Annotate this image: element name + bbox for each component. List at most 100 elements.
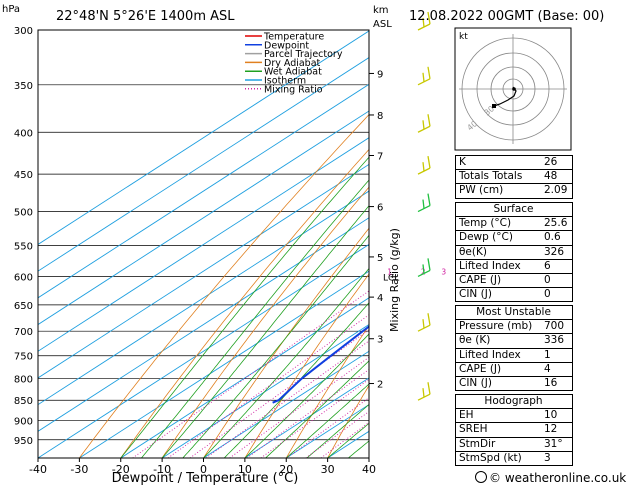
legend-entry: Isotherm bbox=[264, 76, 306, 87]
km-unit-label: km bbox=[373, 5, 389, 16]
index-value: 26 bbox=[544, 156, 558, 168]
copyright-footer: © weatheronline.co.uk bbox=[475, 471, 626, 485]
isotherm-line bbox=[38, 30, 369, 245]
temperature-tick-label: -10 bbox=[153, 463, 171, 476]
mu-label: θe (K) bbox=[459, 334, 491, 347]
isotherm-line bbox=[161, 323, 369, 458]
asl-unit-label: ASL bbox=[373, 19, 392, 30]
hodo-label: EH bbox=[459, 409, 474, 422]
temperature-tick-label: 40 bbox=[362, 463, 376, 476]
surface-row: CAPE (J) 0 bbox=[456, 273, 572, 289]
pressure-unit-label: hPa bbox=[2, 4, 20, 15]
dry-adiabat-line bbox=[203, 227, 369, 458]
wind-barb-flag bbox=[422, 264, 425, 274]
pressure-tick-label: 950 bbox=[14, 436, 33, 447]
km-tick-label: 8 bbox=[377, 111, 383, 122]
wind-barb-flag bbox=[422, 120, 425, 130]
dry-adiabat-line bbox=[327, 384, 369, 458]
mixing-ratio-line bbox=[132, 290, 369, 458]
surface-value: 6 bbox=[544, 259, 551, 272]
wet-adiabat-line bbox=[306, 403, 369, 458]
wind-barb-flag bbox=[422, 162, 425, 172]
isotherm-line bbox=[244, 377, 369, 458]
wind-barb-flag bbox=[422, 72, 425, 82]
mu-row: Pressure (mb) 700 bbox=[456, 320, 572, 335]
wind-barb-flag bbox=[427, 11, 431, 25]
km-tick-label: 4 bbox=[377, 293, 383, 304]
wind-barb-flag bbox=[427, 193, 431, 206]
mixing-ratio-axis-label: Mixing Ratio (g/kg) bbox=[388, 228, 401, 332]
mixing-ratio-line bbox=[189, 329, 369, 458]
surface-title: Surface bbox=[456, 203, 572, 218]
wind-barb-flag bbox=[422, 388, 425, 398]
surface-value: 0 bbox=[544, 288, 551, 301]
temperature-tick-label: 10 bbox=[238, 463, 252, 476]
wind-barb-flag bbox=[422, 17, 425, 28]
mu-value: 1 bbox=[544, 348, 551, 361]
mixing-ratio-line bbox=[205, 340, 369, 458]
pressure-tick-label: 500 bbox=[14, 208, 33, 219]
pressure-tick-label: 450 bbox=[14, 170, 33, 181]
index-row: Totals Totals 48 bbox=[456, 170, 572, 185]
copyright-text: © weatheronline.co.uk bbox=[489, 471, 626, 485]
dry-adiabat-line bbox=[120, 148, 369, 458]
isotherm-line bbox=[38, 57, 369, 272]
mu-label: Lifted Index bbox=[459, 348, 521, 361]
dry-adiabat-line bbox=[576, 30, 629, 458]
surface-value: 0 bbox=[544, 273, 551, 286]
legend-entry: Dewpoint bbox=[264, 40, 309, 51]
isotherm-line bbox=[120, 297, 369, 458]
wet-adiabat-line bbox=[182, 234, 369, 458]
surface-row: Temp (°C) 25.6 bbox=[456, 217, 572, 232]
wind-barbs bbox=[417, 11, 431, 401]
pressure-tick-label: 300 bbox=[14, 26, 33, 37]
hodo-value: 10 bbox=[544, 409, 558, 422]
temperature-tick-label: 20 bbox=[279, 463, 293, 476]
hodograph-end-marker bbox=[492, 104, 496, 108]
pressure-tick-label: 900 bbox=[14, 417, 33, 428]
temperature-tick-label: 0 bbox=[200, 463, 207, 476]
copyright-circle-icon bbox=[475, 471, 487, 483]
km-tick-label: 3 bbox=[377, 335, 383, 346]
legend-entry: Temperature bbox=[263, 32, 324, 43]
surface-label: Temp (°C) bbox=[459, 217, 512, 230]
index-label: PW (cm) bbox=[459, 184, 504, 197]
mu-label: CAPE (J) bbox=[459, 362, 502, 375]
wet-adiabat-line bbox=[265, 360, 369, 458]
wind-barb-flag bbox=[427, 66, 431, 79]
wind-barb-flag bbox=[427, 114, 431, 127]
hodo-label: StmDir bbox=[459, 437, 496, 450]
index-label: Totals Totals bbox=[459, 170, 523, 183]
surface-row: Dewp (°C) 0.6 bbox=[456, 231, 572, 246]
mixing-ratio-line bbox=[246, 368, 369, 458]
mu-value: 16 bbox=[544, 376, 558, 389]
pressure-tick-label: 850 bbox=[14, 396, 33, 407]
legend-entry: Wet Adiabat bbox=[264, 67, 322, 78]
location-title: 22°48'N 5°26'E 1400m ASL bbox=[56, 9, 235, 24]
isotherm-line bbox=[38, 110, 369, 326]
mixing-ratio-tick-label: 3 bbox=[441, 267, 446, 276]
dry-adiabat-line bbox=[617, 30, 629, 458]
km-tick-label: 6 bbox=[377, 203, 383, 214]
surface-value: 326 bbox=[544, 245, 565, 258]
hodo-label: StmSpd (kt) bbox=[459, 451, 522, 464]
wind-barb-flag bbox=[422, 319, 425, 329]
hodo-value: 3 bbox=[544, 451, 551, 464]
surface-label: θe(K) bbox=[459, 245, 487, 258]
most-unstable-title: Most Unstable bbox=[456, 306, 572, 321]
series-line-dewpoint bbox=[272, 325, 369, 404]
indices-panel: K 26 Totals Totals 48 PW (cm) 2.09 bbox=[455, 155, 573, 199]
x-axis-label: Dewpoint / Temperature (°C) bbox=[112, 471, 299, 486]
isotherm-line bbox=[38, 243, 369, 458]
isotherm-line bbox=[38, 217, 369, 432]
dry-adiabat-line bbox=[285, 324, 369, 458]
index-row: PW (cm) 2.09 bbox=[456, 184, 572, 197]
mu-row: Lifted Index 1 bbox=[456, 349, 572, 363]
surface-label: Dewp (°C) bbox=[459, 231, 513, 244]
temperature-tick-label: 30 bbox=[321, 463, 335, 476]
wind-barb-flag bbox=[427, 382, 431, 395]
hodo-row: StmDir 31° bbox=[456, 438, 572, 452]
wet-adiabat-line bbox=[141, 179, 369, 458]
hodo-row: EH 10 bbox=[456, 409, 572, 424]
axes: 3003504004505005506006507007508008509009… bbox=[14, 26, 399, 476]
